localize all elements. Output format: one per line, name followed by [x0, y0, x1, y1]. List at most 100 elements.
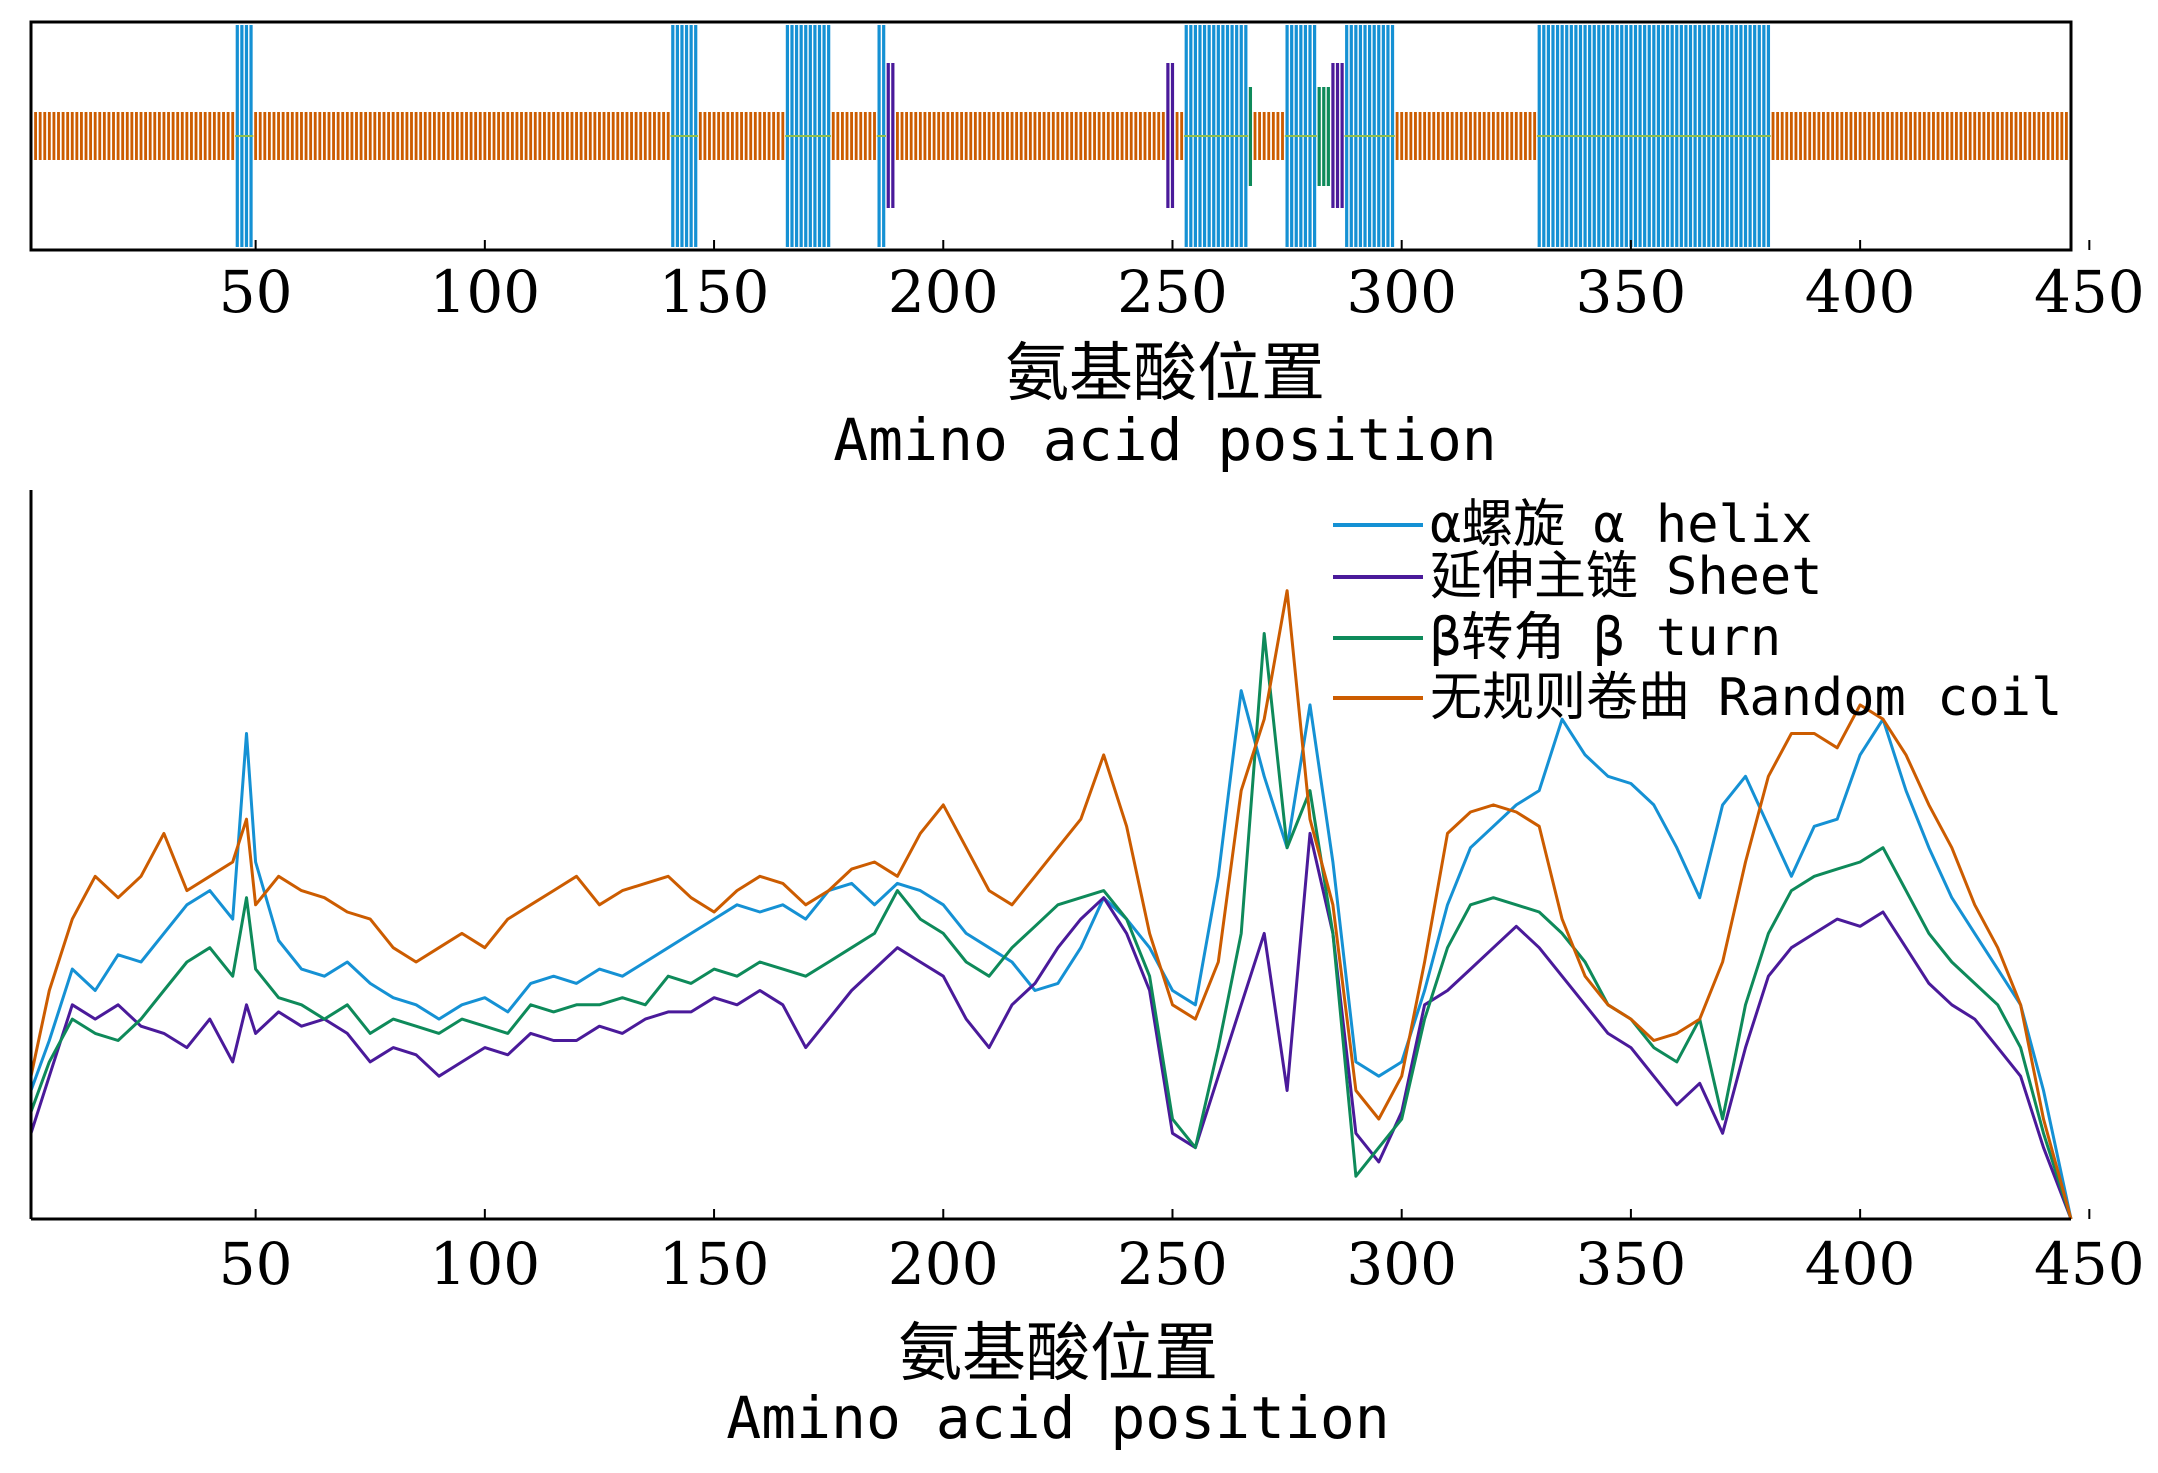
structure-bar-coil — [1840, 112, 1844, 160]
structure-bar-coil — [1519, 112, 1523, 160]
structure-bar-coil — [1129, 112, 1133, 160]
structure-bar-coil — [254, 112, 258, 160]
structure-bar-coil — [703, 112, 707, 160]
structure-bar-coil — [1028, 112, 1032, 160]
structure-bar-coil — [405, 112, 409, 160]
structure-bar-coil — [34, 112, 37, 160]
structure-bar-coil — [190, 112, 193, 160]
structure-bar-coil — [1010, 112, 1014, 160]
legend: α螺旋 α helix 延伸主链 Sheet β转角 β turn 无规则卷曲 Rand… — [1333, 495, 2062, 728]
structure-bar-coil — [162, 112, 166, 160]
structure-bar-coil — [52, 112, 56, 160]
structure-bar-coil — [1418, 112, 1422, 160]
structure-bar-coil — [1858, 112, 1862, 160]
structure-bar-coil — [1945, 112, 1949, 160]
structure-bar-coil — [135, 112, 138, 160]
structure-bar-coil — [107, 112, 111, 160]
structure-bar-coil — [1510, 112, 1514, 160]
structure-bar-coil — [1001, 112, 1005, 160]
structure-bar-coil — [1271, 112, 1275, 160]
structure-bar-coil — [355, 112, 358, 160]
structure-bar-coil — [2055, 112, 2059, 160]
structure-bar-coil — [332, 112, 335, 160]
structure-bar-coil — [98, 112, 102, 160]
structure-bar-coil — [698, 112, 702, 160]
prediction-lines — [29, 589, 2073, 1220]
structure-bar-coil — [455, 112, 459, 160]
structure-bar-coil — [1877, 112, 1880, 160]
structure-bar-coil — [1826, 112, 1830, 160]
legend-label-helix: α螺旋 α helix — [1430, 495, 1812, 555]
structure-bar-coil — [1138, 112, 1142, 160]
structure-bar-coil — [368, 112, 372, 160]
structure-bar-coil — [859, 112, 863, 160]
structure-bar-coil — [428, 112, 432, 160]
structure-bar-coil — [1180, 112, 1184, 160]
structure-bar-coil — [2009, 112, 2013, 160]
structure-bar-coil — [996, 112, 1000, 160]
structure-bar-coil — [1904, 112, 1908, 160]
legend-label-sheet: 延伸主链 Sheet — [1430, 547, 1823, 607]
structure-bar-coil — [1533, 112, 1537, 160]
structure-bar-coil — [2028, 112, 2032, 160]
structure-bar-coil — [552, 112, 556, 160]
structure-bar-coil — [437, 112, 441, 160]
structure-bar-coil — [1152, 112, 1156, 160]
structure-bar-coil — [1835, 112, 1839, 160]
structure-bar-coil — [322, 112, 326, 160]
line-plot-tick-label: 50 — [219, 1230, 293, 1298]
structure-bar-coil — [1083, 112, 1087, 160]
structure-bar-coil — [648, 112, 652, 160]
structure-bar-coil — [1414, 112, 1417, 160]
structure-bar-coil — [1799, 112, 1802, 160]
structure-bar-coil — [831, 112, 835, 160]
structure-bar-coil — [474, 112, 478, 160]
structure-bar-coil — [442, 112, 445, 160]
structure-bar-coil — [1258, 112, 1261, 160]
structure-bar-coil — [854, 112, 858, 160]
structure-bar-coil — [1776, 112, 1780, 160]
structure-bar-coil — [556, 112, 560, 160]
structure-bar-coil — [767, 112, 771, 160]
structure-bar-coil — [1505, 112, 1509, 160]
structure-bar-coil — [639, 112, 643, 160]
structure-bar-coil — [1093, 112, 1096, 160]
structure-bar-coil — [1890, 112, 1894, 160]
structure-map-tick-label: 250 — [1117, 258, 1228, 326]
structure-map-panel: 50 100 150 200 250 300 350 400 450 氨基酸位置 Amino a… — [29, 20, 2145, 474]
structure-bar-coil — [1253, 112, 1257, 160]
structure-bar-coil — [730, 112, 734, 160]
structure-map-tick-label: 350 — [1576, 258, 1687, 326]
structure-bar-coil — [923, 112, 927, 160]
structure-bar-coil — [1899, 112, 1903, 160]
structure-bar-coil — [272, 112, 276, 160]
structure-bar-coil — [176, 112, 180, 160]
structure-bar-coil — [1863, 112, 1867, 160]
structure-bar-coil — [712, 112, 716, 160]
structure-bar-coil — [327, 112, 331, 160]
structure-bar-coil — [1803, 112, 1807, 160]
structure-bar-coil — [579, 112, 583, 160]
structure-bar-coil — [753, 112, 757, 160]
structure-bar-coil — [318, 112, 322, 160]
line-plot-tick-label: 350 — [1576, 1230, 1687, 1298]
legend-label-sheet-en: Sheet — [1666, 547, 1823, 607]
structure-bar-coil — [2051, 112, 2055, 160]
structure-bar-coil — [1991, 112, 1995, 160]
structure-bar-coil — [478, 112, 482, 160]
structure-bar-coil — [1780, 112, 1784, 160]
structure-bar-sheet — [1170, 63, 1175, 208]
structure-bar-coil — [1478, 112, 1482, 160]
structure-bar-coil — [1015, 112, 1019, 160]
structure-bar-coil — [1950, 112, 1954, 160]
structure-bar-coil — [1849, 112, 1853, 160]
structure-bar-coil — [263, 112, 267, 160]
structure-bar-coil — [515, 112, 519, 160]
structure-bar-coil — [364, 112, 368, 160]
structure-bar-coil — [1175, 112, 1179, 160]
structure-bar-coil — [112, 112, 115, 160]
structure-bar-coil — [93, 112, 97, 160]
structure-bar-coil — [2064, 112, 2068, 160]
structure-bar-coil — [666, 112, 670, 160]
structure-bar-coil — [2037, 112, 2041, 160]
